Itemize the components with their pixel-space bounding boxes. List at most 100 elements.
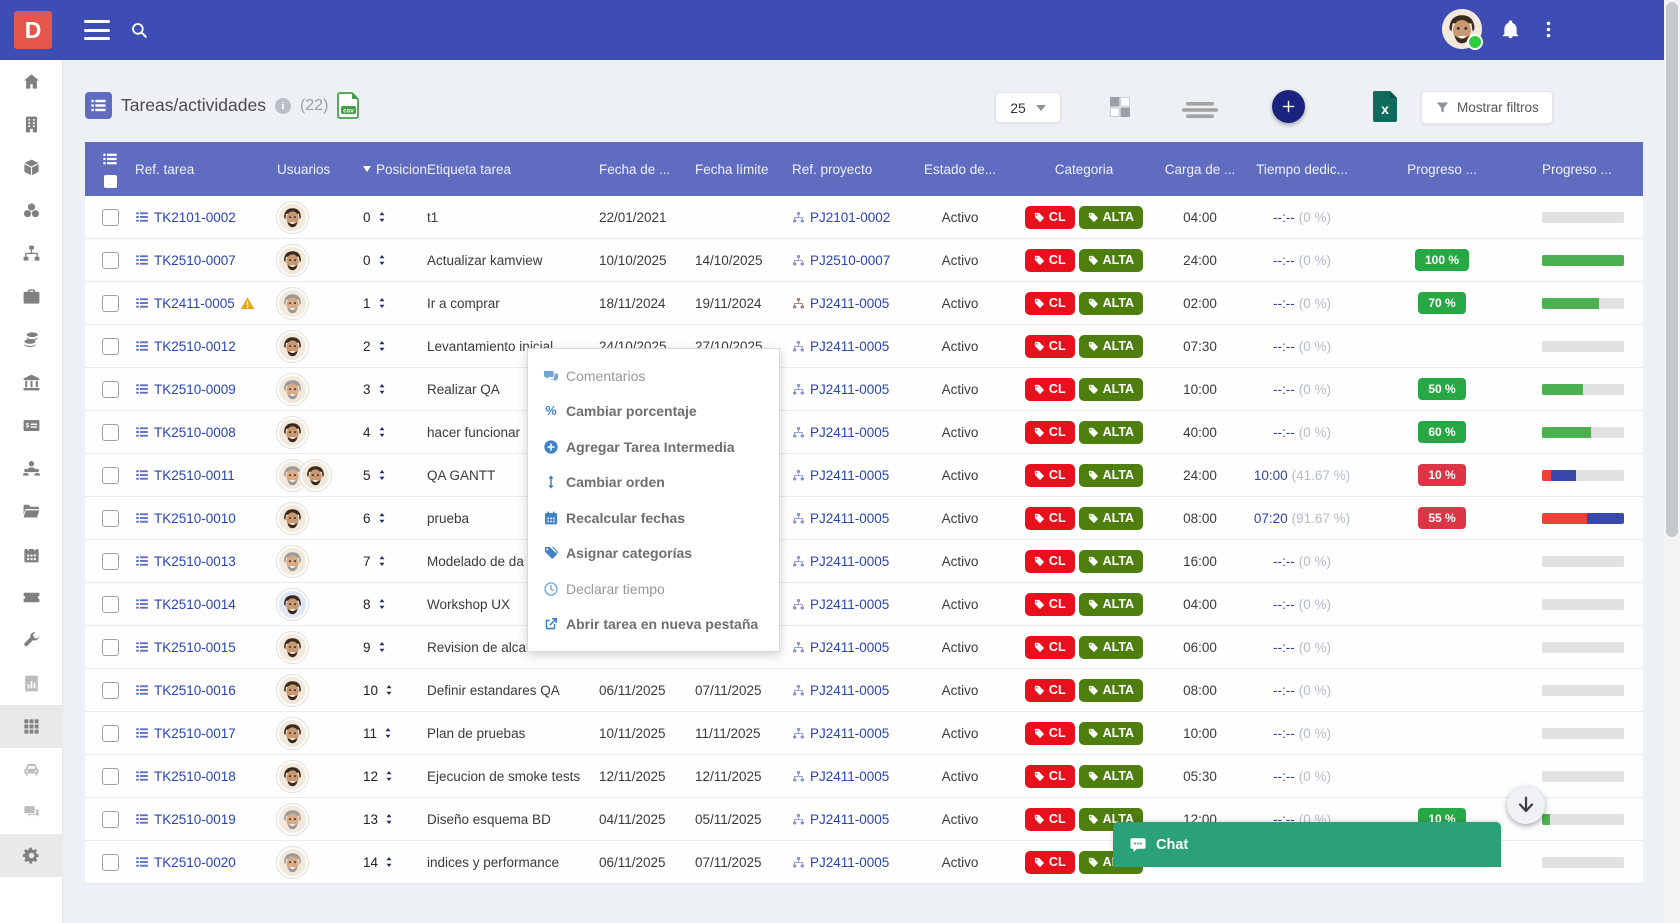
row-checkbox[interactable]: [102, 338, 119, 355]
scroll-down-button[interactable]: [1507, 786, 1545, 824]
category-badge[interactable]: ALTA: [1079, 335, 1143, 358]
app-logo[interactable]: D: [14, 11, 52, 49]
menu-item-plus-circle[interactable]: Agregar Tarea Intermedia: [528, 429, 779, 465]
reorder-arrows-icon[interactable]: [375, 339, 389, 353]
task-ref-link[interactable]: TK2510-0016: [154, 683, 236, 698]
category-badge[interactable]: ALTA: [1079, 464, 1143, 487]
reorder-arrows-icon[interactable]: [382, 683, 396, 697]
avatar[interactable]: [277, 374, 308, 405]
menu-item-percent[interactable]: %Cambiar porcentaje: [528, 394, 779, 430]
menu-icon[interactable]: [84, 20, 110, 40]
column-header-label[interactable]: Etiqueta tarea: [427, 162, 599, 177]
column-header-select[interactable]: [85, 151, 135, 188]
project-ref-link[interactable]: PJ2411-0005: [810, 468, 889, 483]
table-row[interactable]: TK2510-00115QA GANTTPJ2411-0005ActivoCLA…: [85, 454, 1643, 497]
sidebar-item-ticket[interactable]: [0, 576, 62, 619]
reorder-arrows-icon[interactable]: [375, 425, 389, 439]
sidebar-item-home[interactable]: [0, 60, 62, 103]
task-ref-link[interactable]: TK2510-0008: [154, 425, 236, 440]
sidebar-item-building[interactable]: [0, 103, 62, 146]
sidebar-item-messages[interactable]: [0, 791, 62, 834]
category-badge[interactable]: ALTA: [1079, 378, 1143, 401]
table-row[interactable]: TK2411-00051Ir a comprar18/11/202419/11/…: [85, 282, 1643, 325]
category-badge[interactable]: ALTA: [1079, 765, 1143, 788]
avatar[interactable]: [277, 503, 308, 534]
scrollbar-thumb[interactable]: [1666, 2, 1678, 537]
select-all-checkbox[interactable]: [104, 175, 117, 188]
category-badge[interactable]: CL: [1025, 851, 1075, 874]
sidebar-item-hr[interactable]: [0, 447, 62, 490]
project-ref-link[interactable]: PJ2411-0005: [810, 683, 889, 698]
search-icon[interactable]: [130, 21, 148, 44]
task-ref-link[interactable]: TK2510-0007: [154, 253, 236, 268]
kebab-menu-icon[interactable]: [1538, 19, 1559, 45]
reorder-arrows-icon[interactable]: [375, 468, 389, 482]
row-checkbox[interactable]: [102, 381, 119, 398]
table-row[interactable]: TK2510-00106pruebaPJ2411-0005ActivoCLALT…: [85, 497, 1643, 540]
project-ref-link[interactable]: PJ2411-0005: [810, 296, 889, 311]
project-ref-link[interactable]: PJ2411-0005: [810, 554, 889, 569]
table-row[interactable]: TK2101-00020t122/01/2021PJ2101-0002Activ…: [85, 196, 1643, 239]
show-filters-button[interactable]: Mostrar filtros: [1421, 91, 1553, 124]
column-header-ref[interactable]: Ref. tarea: [135, 162, 275, 177]
sidebar-item-money-check[interactable]: $: [0, 404, 62, 447]
task-ref-link[interactable]: TK2510-0014: [154, 597, 236, 612]
table-row[interactable]: TK2510-00122Levantamiento inicial24/10/2…: [85, 325, 1643, 368]
category-badge[interactable]: ALTA: [1079, 421, 1143, 444]
menu-item-external-link[interactable]: Abrir tarea en nueva pestaña: [528, 607, 779, 643]
info-icon[interactable]: i: [275, 98, 291, 114]
menu-item-clock[interactable]: Declarar tiempo: [528, 571, 779, 607]
menu-item-arrows-v[interactable]: Cambiar orden: [528, 465, 779, 501]
category-badge[interactable]: ALTA: [1079, 249, 1143, 272]
table-row[interactable]: TK2510-00084hacer funcionarPJ2411-0005Ac…: [85, 411, 1643, 454]
reorder-arrows-icon[interactable]: [381, 726, 395, 740]
column-header-proj[interactable]: Ref. proyecto: [792, 162, 910, 177]
category-badge[interactable]: ALTA: [1079, 550, 1143, 573]
row-checkbox[interactable]: [102, 510, 119, 527]
project-ref-link[interactable]: PJ2411-0005: [810, 855, 889, 870]
column-header-d2[interactable]: Fecha límite: [695, 162, 792, 177]
category-badge[interactable]: ALTA: [1079, 206, 1143, 229]
row-checkbox[interactable]: [102, 725, 119, 742]
task-ref-link[interactable]: TK2510-0017: [154, 726, 236, 741]
task-ref-link[interactable]: TK2101-0002: [154, 210, 236, 225]
add-task-button[interactable]: [1272, 90, 1305, 123]
user-avatar[interactable]: [1442, 9, 1482, 49]
column-header-users[interactable]: Usuarios: [275, 162, 349, 177]
avatar[interactable]: [277, 632, 308, 663]
menu-item-calendar-menu[interactable]: Recalcular fechas: [528, 500, 779, 536]
column-header-pos[interactable]: Posicion: [349, 162, 427, 177]
sidebar-item-sitemap[interactable]: [0, 232, 62, 275]
avatar[interactable]: [277, 288, 308, 319]
row-checkbox[interactable]: [102, 295, 119, 312]
row-checkbox[interactable]: [102, 682, 119, 699]
project-ref-link[interactable]: PJ2411-0005: [810, 382, 889, 397]
sidebar-item-cube[interactable]: [0, 146, 62, 189]
category-badge[interactable]: ALTA: [1079, 636, 1143, 659]
table-row[interactable]: TK2510-00159Revision de alcance05/11/202…: [85, 626, 1643, 669]
category-badge[interactable]: ALTA: [1079, 507, 1143, 530]
column-header-time[interactable]: Tiempo dedic...: [1242, 162, 1362, 177]
category-badge[interactable]: ALTA: [1079, 593, 1143, 616]
sidebar-item-briefcase[interactable]: [0, 275, 62, 318]
row-checkbox[interactable]: [102, 553, 119, 570]
sidebar-item-wrench[interactable]: [0, 619, 62, 662]
task-ref-link[interactable]: TK2510-0010: [154, 511, 236, 526]
avatar[interactable]: [300, 460, 331, 491]
avatar[interactable]: [277, 804, 308, 835]
sidebar-item-bank[interactable]: [0, 361, 62, 404]
column-header-load[interactable]: Carga de ...: [1158, 162, 1242, 177]
vertical-scrollbar[interactable]: [1664, 0, 1680, 923]
chat-button[interactable]: Chat: [1113, 822, 1501, 867]
row-checkbox[interactable]: [102, 467, 119, 484]
category-badge[interactable]: CL: [1025, 722, 1075, 745]
category-badge[interactable]: CL: [1025, 292, 1075, 315]
column-header-status[interactable]: Estado de...: [910, 162, 1010, 177]
task-ref-link[interactable]: TK2510-0009: [154, 382, 236, 397]
reorder-arrows-icon[interactable]: [375, 640, 389, 654]
task-ref-link[interactable]: TK2510-0015: [154, 640, 236, 655]
task-ref-link[interactable]: TK2510-0012: [154, 339, 236, 354]
category-badge[interactable]: CL: [1025, 765, 1075, 788]
category-badge[interactable]: ALTA: [1079, 292, 1143, 315]
task-ref-link[interactable]: TK2510-0019: [154, 812, 236, 827]
